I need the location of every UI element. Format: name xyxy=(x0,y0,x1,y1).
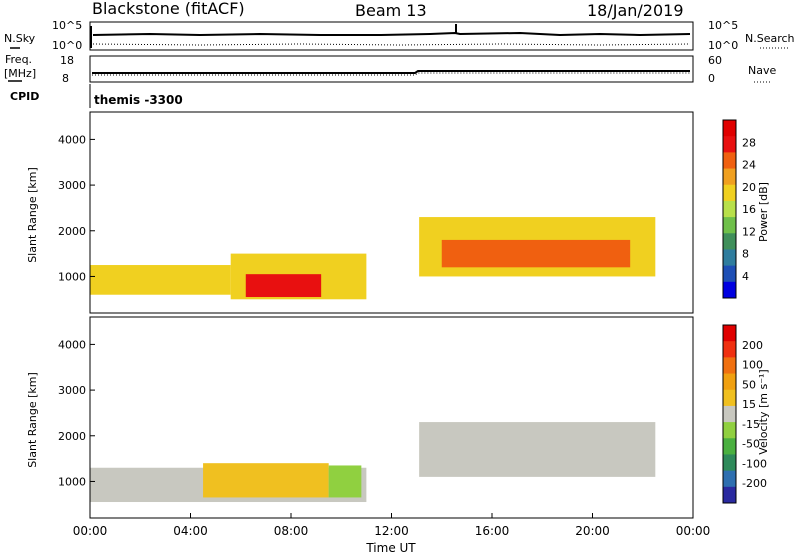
power-ytick-label: 2000 xyxy=(58,225,86,238)
date-title: 18/Jan/2019 xyxy=(587,1,684,20)
power-colorbar-tick: 20 xyxy=(742,181,756,194)
power-colorbar-segment xyxy=(723,120,736,137)
nsky-label: N.Sky xyxy=(4,32,36,45)
nsky-panel xyxy=(89,21,694,51)
power-colorbar-segment xyxy=(723,281,736,299)
velocity-region-3 xyxy=(419,422,656,477)
velocity-ytick-label: 3000 xyxy=(58,384,86,397)
nave-trace xyxy=(92,72,690,76)
velocity-colorbar-tick: 50 xyxy=(742,378,756,391)
power-colorbar-tick: 24 xyxy=(742,159,756,172)
velocity-colorbar-tick: -15 xyxy=(742,418,760,431)
power-colorbar-segment xyxy=(723,217,736,234)
velocity-colorbar-segment xyxy=(723,373,736,391)
velocity-ytick-label: 4000 xyxy=(58,338,86,351)
velocity-colorbar-segment xyxy=(723,389,736,407)
velocity-colorbar-frame xyxy=(722,324,737,504)
velocity-ylabel: Slant Range [km] xyxy=(26,372,39,468)
velocity-colorbar-tick: 100 xyxy=(742,359,763,372)
power-colorbar-segment xyxy=(723,200,736,218)
nsearch-trace xyxy=(92,43,691,46)
nsearch-tick-low: 10^0 xyxy=(708,39,738,52)
time-tick-label: 20:00 xyxy=(575,524,610,538)
velocity-colorbar-tick: -200 xyxy=(742,477,767,490)
station-title: Blackstone (fitACF) xyxy=(92,0,245,18)
power-ytick-label: 3000 xyxy=(58,179,86,192)
velocity-colorbar-segment xyxy=(723,325,736,342)
freq-panel xyxy=(89,55,694,83)
power-colorbar-segment xyxy=(723,152,736,170)
power-colorbar-tick: 12 xyxy=(742,225,756,238)
power-region-0 xyxy=(90,265,231,295)
power-region-4 xyxy=(441,239,631,268)
cpid-value: themis -3300 xyxy=(94,93,183,107)
velocity-colorbar-segment xyxy=(723,486,736,504)
nave-tick-high: 60 xyxy=(708,54,722,67)
velocity-colorbar: 200 100 50 15 -15 -50 -100 -200 xyxy=(722,324,767,504)
velocity-xlabel: Time UT xyxy=(365,541,416,554)
nave-tick-low: 0 xyxy=(708,72,715,85)
power-colorbar-segment xyxy=(723,233,736,250)
nsky-trace xyxy=(92,31,691,37)
velocity-region-1 xyxy=(203,463,329,498)
power-colorbar-tick: 28 xyxy=(742,136,756,149)
power-ytick-label: 1000 xyxy=(58,270,86,283)
power-ytick-label: 4000 xyxy=(58,133,86,146)
nsearch-tick-high: 10^5 xyxy=(708,19,738,32)
freq-trace xyxy=(92,70,690,74)
velocity-colorbar-segment xyxy=(723,438,736,455)
velocity-ytick-label: 2000 xyxy=(58,430,86,443)
velocity-colorbar-segment xyxy=(723,405,736,423)
velocity-colorbar-segment xyxy=(723,341,736,358)
velocity-colorbar-tick: 15 xyxy=(742,398,756,411)
velocity-colorbar-segment xyxy=(723,454,736,472)
freq-tick-high: 18 xyxy=(60,54,74,67)
nsearch-label: N.Search xyxy=(745,32,795,45)
time-tick-label: 00:00 xyxy=(73,524,108,538)
power-colorbar-segment xyxy=(723,168,736,186)
power-panel: 1000 2000 3000 4000 xyxy=(58,111,694,314)
beam-title: Beam 13 xyxy=(355,1,427,20)
time-tick-label: 12:00 xyxy=(374,524,409,538)
nsky-tick-high: 10^5 xyxy=(52,19,82,32)
power-colorbar-tick: 16 xyxy=(742,203,756,216)
power-colorbar: 28 24 20 16 12 8 4 xyxy=(722,119,756,299)
power-colorbar-segment xyxy=(723,136,736,153)
power-colorbar-segment xyxy=(723,184,736,202)
velocity-colorbar-segment xyxy=(723,357,736,375)
velocity-region-2 xyxy=(328,465,362,498)
velocity-colorbar-segment xyxy=(723,422,736,439)
freq-unit: [MHz] xyxy=(4,67,36,80)
freq-tick-low: 8 xyxy=(62,72,69,85)
velocity-colorbar-tick: -50 xyxy=(742,438,760,451)
time-tick-label: 04:00 xyxy=(173,524,208,538)
power-region-2 xyxy=(245,274,322,298)
velocity-panel: 1000 2000 3000 4000 00:00 04:00 08:00 12:00 16:… xyxy=(58,316,711,538)
power-colorbar-tick: 8 xyxy=(742,248,749,261)
cpid-label: CPID xyxy=(10,90,39,103)
velocity-colorbar-label: Velocity [m s⁻¹] xyxy=(757,369,770,454)
time-tick-label: 00:00 xyxy=(676,524,711,538)
time-tick-label: 16:00 xyxy=(475,524,510,538)
velocity-colorbar-segment xyxy=(723,470,736,488)
freq-label: Freq. xyxy=(5,53,32,66)
power-colorbar-frame xyxy=(722,119,737,299)
power-colorbar-label: Power [dB] xyxy=(757,182,770,242)
velocity-ytick-label: 1000 xyxy=(58,475,86,488)
power-colorbar-segment xyxy=(723,265,736,283)
velocity-colorbar-tick: -100 xyxy=(742,457,767,470)
power-colorbar-segment xyxy=(723,249,736,267)
nsky-tick-low: 10^0 xyxy=(52,39,82,52)
velocity-colorbar-tick: 200 xyxy=(742,339,763,352)
time-tick-label: 08:00 xyxy=(274,524,309,538)
power-colorbar-tick: 4 xyxy=(742,270,749,283)
nave-label: Nave xyxy=(748,64,776,77)
power-ylabel: Slant Range [km] xyxy=(26,167,39,263)
